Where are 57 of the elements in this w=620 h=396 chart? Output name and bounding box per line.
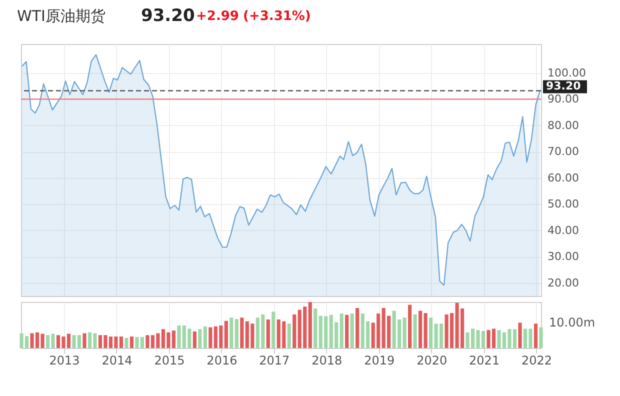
x-tick-label: 2020 (416, 354, 448, 368)
y-tick-label: 30.00 (548, 250, 579, 264)
x-tick-label: 2017 (259, 354, 290, 368)
bar (192, 331, 196, 348)
bar (130, 336, 134, 348)
bar (539, 327, 543, 348)
text: +2.99 (196, 9, 239, 24)
y-tick-label: 80.00 (548, 118, 579, 132)
bar (518, 322, 522, 348)
x-tick-label: 2014 (102, 354, 132, 368)
bar (534, 324, 538, 348)
text: 93.20 (141, 6, 195, 26)
bar (124, 338, 128, 348)
y-tick-label: 100.00 (548, 66, 586, 80)
bar (240, 318, 244, 348)
bar (429, 318, 433, 348)
text: 10.00m (549, 316, 596, 330)
x-tick-label: 2015 (154, 354, 185, 368)
bar (198, 329, 202, 348)
bar (230, 318, 234, 348)
bar (350, 314, 354, 348)
ref-line-label: 93.20 (546, 80, 582, 93)
bar (408, 304, 412, 348)
bar (266, 319, 270, 348)
y-tick-label: 70.00 (548, 145, 579, 158)
y-tick-label: 90.00 (548, 92, 579, 106)
bar (418, 310, 422, 348)
x-tick-label: 2022 (522, 354, 552, 368)
bar (314, 308, 318, 348)
bar (224, 320, 228, 348)
bar (340, 314, 344, 348)
bar (82, 333, 86, 348)
bar (424, 313, 428, 348)
bar (413, 314, 417, 348)
text: (+3.31%) (243, 9, 311, 24)
bar (292, 314, 296, 348)
bar (272, 312, 276, 348)
y-tick-label: 20.00 (548, 276, 579, 290)
bar (203, 326, 207, 348)
x-tick-label: 2018 (312, 354, 342, 368)
bar (177, 325, 181, 348)
x-tick-label: 2021 (469, 354, 500, 368)
x-tick-label: 2016 (206, 354, 238, 368)
bar (402, 318, 406, 348)
bar (356, 308, 360, 348)
bar (287, 324, 291, 348)
bar (234, 319, 238, 348)
x-tick-label: 2019 (364, 354, 395, 368)
y-tick-label: 50.00 (548, 198, 579, 211)
bar (208, 327, 212, 348)
chart-title: WTI原油期货 (17, 7, 106, 25)
y-tick-label: 40.00 (548, 224, 579, 237)
bar (345, 314, 349, 348)
bar (308, 302, 312, 348)
bar (172, 330, 176, 348)
x-tick-label: 2013 (49, 354, 80, 368)
y-tick-label: 60.00 (548, 171, 579, 184)
